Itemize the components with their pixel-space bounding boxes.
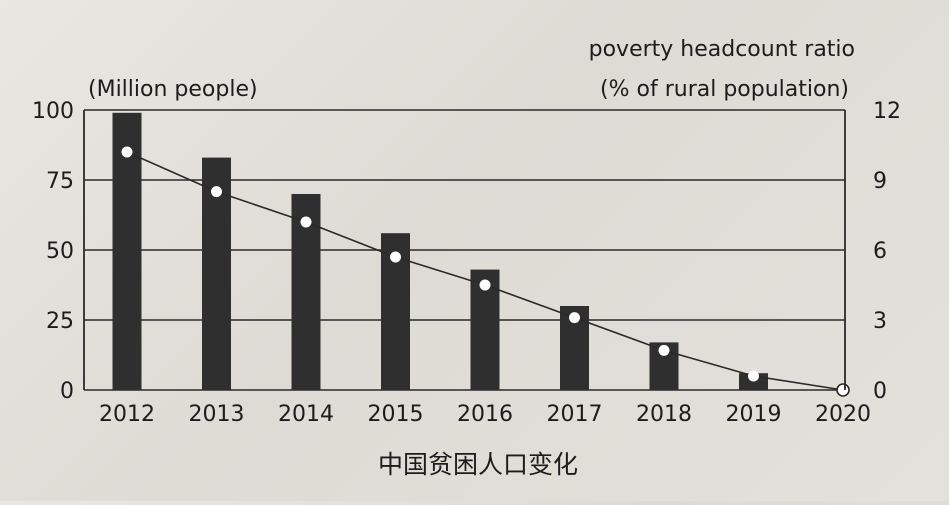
x-tick-2013: 2013: [189, 402, 245, 427]
x-tick-2020: 2020: [815, 402, 871, 427]
x-tick-2016: 2016: [457, 402, 513, 427]
chart-caption: 中国贫困人口变化: [378, 450, 578, 479]
grid-layer: [84, 109, 845, 391]
x-tick-2012: 2012: [99, 402, 155, 427]
ratio-point-2020: [836, 383, 850, 397]
left-axis-title: (Million people): [88, 77, 258, 102]
bar-layer: [112, 112, 768, 391]
left-tick-0: 0: [60, 379, 74, 404]
x-tick-2017: 2017: [547, 402, 603, 427]
ratio-point-2014: [300, 216, 312, 228]
ratio-point-2018: [658, 344, 670, 356]
right-axis-title-line2: (% of rural population): [600, 77, 849, 102]
x-tick-2014: 2014: [278, 402, 334, 427]
left-tick-25: 25: [46, 309, 74, 334]
x-tick-2018: 2018: [636, 402, 692, 427]
right-tick-0: 0: [873, 379, 887, 404]
x-tick-2019: 2019: [726, 402, 782, 427]
axis-layer: 0 25 50 75 100 0 3 6 9 12 2012 2013 2014 2015 2016 2017…: [32, 99, 901, 427]
ratio-point-2015: [390, 251, 401, 263]
ratio-point-2013: [211, 186, 222, 198]
right-axis-title-line1: poverty headcount ratio: [589, 37, 855, 62]
left-tick-75: 75: [46, 169, 74, 194]
ratio-point-2019: [748, 370, 759, 382]
ratio-point-2017: [569, 312, 580, 324]
right-tick-6: 6: [873, 239, 887, 264]
right-tick-12: 12: [873, 99, 901, 124]
line-layer: [121, 146, 850, 397]
bar-2012: [112, 112, 142, 391]
left-tick-50: 50: [46, 239, 74, 264]
ratio-point-2012: [121, 146, 133, 158]
right-tick-3: 3: [873, 309, 887, 334]
right-tick-9: 9: [873, 169, 887, 194]
ratio-point-2016: [479, 279, 491, 291]
left-tick-100: 100: [32, 99, 74, 124]
x-tick-2015: 2015: [368, 402, 424, 427]
